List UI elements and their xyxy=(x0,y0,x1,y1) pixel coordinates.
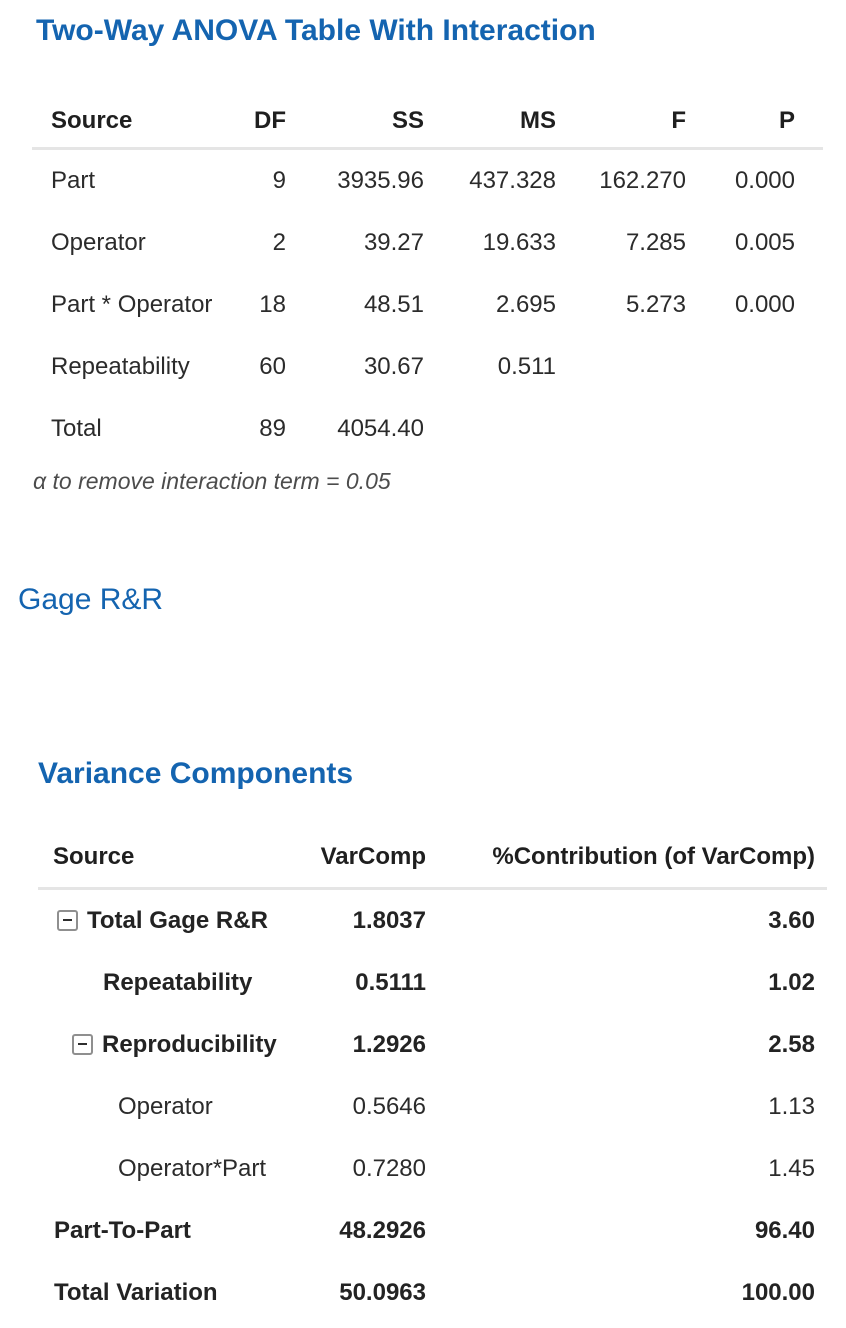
ms-cell: 0.511 xyxy=(497,352,556,380)
f-cell: 7.285 xyxy=(625,228,686,256)
ms-cell: 19.633 xyxy=(482,228,556,256)
source-cell: Total Variation xyxy=(54,1278,218,1306)
anova-header-row: Source DF SS MS F P xyxy=(32,94,823,150)
gage-rr-section-title: Gage R&R xyxy=(18,582,164,616)
table-row: Part-To-Part 48.2926 96.40 xyxy=(38,1200,827,1262)
ms-cell: 437.328 xyxy=(469,166,556,194)
col-header-f: F xyxy=(557,94,687,150)
table-row: Operator 2 39.27 19.633 7.285 0.005 xyxy=(32,212,823,274)
source-label: Reproducibility xyxy=(102,1030,277,1058)
col-header-contribution: %Contribution (of VarComp) xyxy=(427,827,827,890)
table-row: Part 9 3935.96 437.328 162.270 0.000 xyxy=(32,148,823,212)
p-cell xyxy=(687,398,823,460)
table-row: Operator 0.5646 1.13 xyxy=(38,1076,827,1138)
df-cell: 2 xyxy=(272,228,286,256)
contribution-cell: 2.58 xyxy=(768,1030,815,1058)
varcomp-cell: 1.2926 xyxy=(352,1030,426,1058)
col-header-ss: SS xyxy=(287,94,425,150)
anova-footnote: α to remove interaction term = 0.05 xyxy=(33,467,391,494)
col-header-source: Source xyxy=(38,827,258,890)
contribution-cell: 100.00 xyxy=(741,1278,815,1306)
contribution-cell: 1.02 xyxy=(768,968,815,996)
source-label: Total Gage R&R xyxy=(87,906,268,934)
table-row: Total 89 4054.40 xyxy=(32,398,823,460)
source-cell: Reproducibility xyxy=(38,1014,277,1076)
source-cell: Total xyxy=(51,414,102,442)
p-cell: 0.000 xyxy=(734,290,795,318)
varcomp-cell: 50.0963 xyxy=(339,1278,426,1306)
anova-section-title: Two-Way ANOVA Table With Interaction xyxy=(36,14,596,47)
df-cell: 18 xyxy=(259,290,286,318)
ss-cell: 30.67 xyxy=(363,352,424,380)
f-cell xyxy=(557,336,687,398)
col-header-varcomp: VarComp xyxy=(258,827,427,890)
col-header-source: Source xyxy=(32,94,232,150)
p-cell: 0.000 xyxy=(734,166,795,194)
varcomp-cell: 48.2926 xyxy=(339,1216,426,1244)
contribution-cell: 3.60 xyxy=(768,906,815,934)
col-header-df: DF xyxy=(232,94,287,150)
anova-table: Source DF SS MS F P Part 9 3935.96 437.3… xyxy=(32,94,823,460)
ms-cell xyxy=(425,398,557,460)
table-row: Repeatability 0.5111 1.02 xyxy=(38,952,827,1014)
varcomp-cell: 0.5646 xyxy=(352,1092,426,1120)
f-cell: 5.273 xyxy=(625,290,686,318)
table-row: Total Variation 50.0963 100.00 xyxy=(38,1262,827,1324)
variance-components-title: Variance Components xyxy=(38,757,354,790)
varcomp-cell: 1.8037 xyxy=(352,906,426,934)
ss-cell: 48.51 xyxy=(363,290,424,318)
col-header-p: P xyxy=(687,94,823,150)
table-row: Repeatability 60 30.67 0.511 xyxy=(32,336,823,398)
contribution-cell: 96.40 xyxy=(754,1216,815,1244)
ms-cell: 2.695 xyxy=(495,290,556,318)
source-cell: Total Gage R&R xyxy=(38,888,268,952)
varcomp-cell: 0.5111 xyxy=(355,968,426,996)
table-row: Total Gage R&R 1.8037 3.60 xyxy=(38,888,827,952)
col-header-ms: MS xyxy=(425,94,557,150)
df-cell: 60 xyxy=(259,352,286,380)
ss-cell: 3935.96 xyxy=(337,166,424,194)
contribution-cell: 1.13 xyxy=(768,1092,815,1120)
source-cell: Part xyxy=(51,166,96,194)
df-cell: 89 xyxy=(259,414,286,442)
varcomp-cell: 0.7280 xyxy=(352,1154,426,1182)
df-cell: 9 xyxy=(272,166,286,194)
source-cell: Operator xyxy=(118,1092,213,1120)
vc-header-row: Source VarComp %Contribution (of VarComp… xyxy=(38,827,827,890)
source-cell: Part * Operator xyxy=(51,290,213,318)
table-row: Reproducibility 1.2926 2.58 xyxy=(38,1014,827,1076)
collapse-toggle-icon[interactable] xyxy=(57,909,78,931)
source-cell: Operator*Part xyxy=(118,1154,267,1182)
source-cell: Operator xyxy=(51,228,146,256)
source-cell: Repeatability xyxy=(51,352,190,380)
ss-cell: 39.27 xyxy=(363,228,424,256)
f-cell xyxy=(557,398,687,460)
source-cell: Part-To-Part xyxy=(54,1216,191,1244)
variance-components-table: Source VarComp %Contribution (of VarComp… xyxy=(38,827,827,1324)
p-cell: 0.005 xyxy=(734,228,795,256)
contribution-cell: 1.45 xyxy=(768,1154,815,1182)
f-cell: 162.270 xyxy=(599,166,686,194)
table-row: Part * Operator 18 48.51 2.695 5.273 0.0… xyxy=(32,274,823,336)
p-cell xyxy=(687,336,823,398)
collapse-toggle-icon[interactable] xyxy=(72,1033,93,1055)
source-cell: Repeatability xyxy=(103,968,253,996)
ss-cell: 4054.40 xyxy=(337,414,424,442)
table-row: Operator*Part 0.7280 1.45 xyxy=(38,1138,827,1200)
